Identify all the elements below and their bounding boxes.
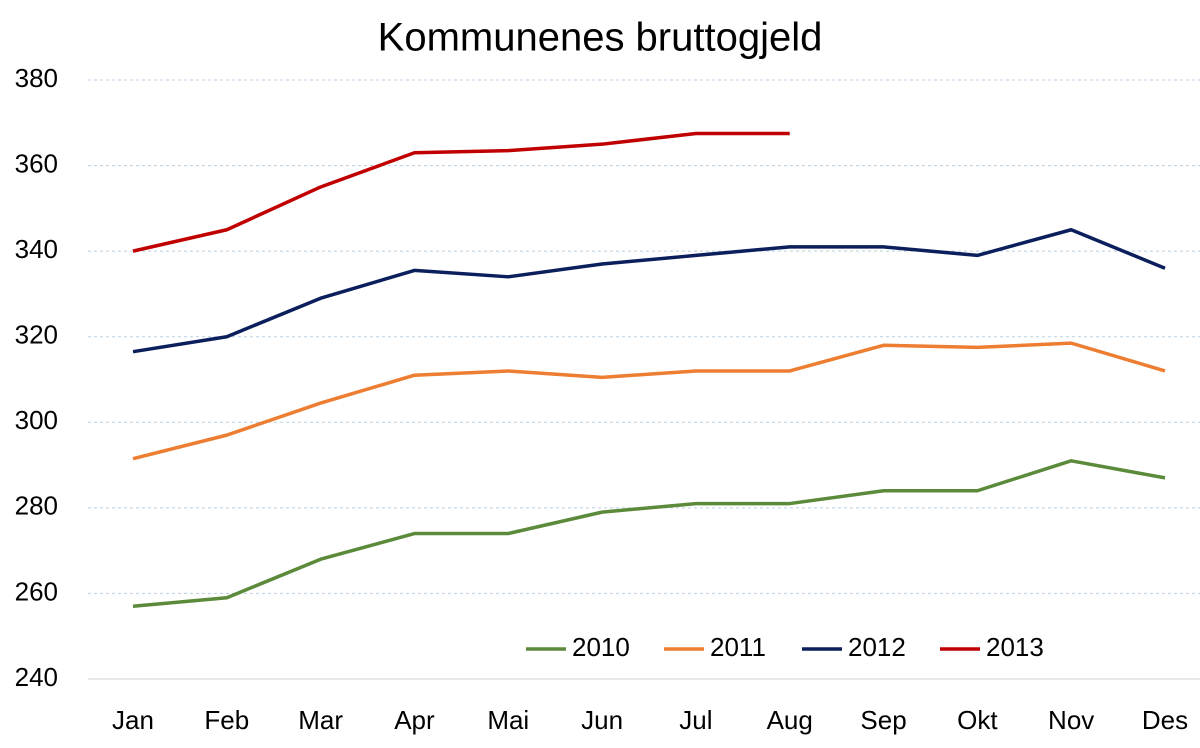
- series-line: [132, 341, 1166, 461]
- x-tick-label: Mar: [298, 705, 343, 735]
- series-line: [132, 228, 1166, 354]
- y-tick-label: 300: [15, 405, 58, 435]
- x-tick-label: Jun: [581, 705, 623, 735]
- y-tick-label: 340: [15, 234, 58, 264]
- chart-title: Kommunenes bruttogjeld: [378, 16, 823, 60]
- x-tick-label: Jul: [679, 705, 712, 735]
- y-tick-label: 240: [15, 662, 58, 692]
- series-line: [132, 459, 1166, 609]
- legend-label: 2013: [986, 632, 1044, 662]
- y-tick-label: 320: [15, 320, 58, 350]
- y-tick-label: 360: [15, 148, 58, 178]
- legend-label: 2010: [572, 632, 630, 662]
- y-tick-label: 280: [15, 491, 58, 521]
- x-tick-label: Mai: [487, 705, 529, 735]
- series-line: [132, 131, 790, 253]
- y-tick-label: 380: [15, 63, 58, 93]
- x-tick-label: Des: [1142, 705, 1188, 735]
- x-tick-label: Nov: [1048, 705, 1094, 735]
- x-tick-label: Sep: [860, 705, 906, 735]
- x-tick-label: Apr: [394, 705, 435, 735]
- y-tick-label: 260: [15, 576, 58, 606]
- x-tick-label: Jan: [112, 705, 154, 735]
- x-tick-label: Okt: [957, 705, 998, 735]
- legend-label: 2012: [848, 632, 906, 662]
- x-tick-label: Aug: [767, 705, 813, 735]
- x-tick-label: Feb: [204, 705, 249, 735]
- legend-label: 2011: [710, 632, 766, 662]
